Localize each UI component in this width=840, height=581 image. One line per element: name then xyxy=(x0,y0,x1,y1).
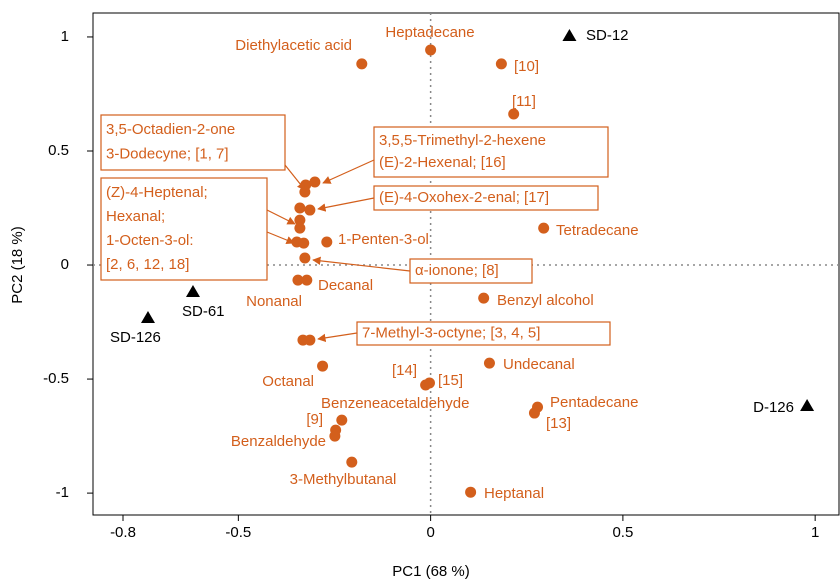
compound-point xyxy=(294,202,306,214)
point-label: Pentadecane xyxy=(550,394,638,411)
point-label: Benzaldehyde xyxy=(231,433,326,450)
annotation-box xyxy=(373,185,599,211)
sample-point xyxy=(800,398,815,411)
point-label: Octanal xyxy=(262,373,314,390)
compound-point xyxy=(495,58,507,70)
point-label: SD-126 xyxy=(110,329,161,346)
compound-point xyxy=(294,222,306,234)
compound-point xyxy=(294,214,306,226)
compound-point xyxy=(346,456,358,468)
point-label: Undecanal xyxy=(503,356,575,373)
annotation-text: Hexanal; xyxy=(106,208,165,225)
compound-point xyxy=(336,414,348,426)
annotation-text: 3,5,5-Trimethyl-2-hexene xyxy=(379,132,546,149)
annotation-text: [2, 6, 12, 18] xyxy=(106,256,189,273)
compound-point xyxy=(309,176,321,188)
x-tick-label: 1 xyxy=(811,524,819,541)
compound-point xyxy=(299,186,311,198)
compound-point xyxy=(304,334,316,346)
point-label: [13] xyxy=(546,415,571,432)
point-label: SD-12 xyxy=(586,27,629,44)
point-label: Benzyl alcohol xyxy=(497,292,594,309)
point-label: Benzeneacetaldehyde xyxy=(321,395,469,412)
compound-point xyxy=(483,357,495,369)
point-label: [15] xyxy=(438,372,463,389)
compound-point xyxy=(304,204,316,216)
y-axis-label: PC2 (18 %) xyxy=(9,226,26,304)
compound-point xyxy=(538,222,550,234)
annotation-text: α-ionone; [8] xyxy=(415,262,499,279)
compound-point xyxy=(317,360,329,372)
y-tick-label: -1 xyxy=(56,484,69,501)
annotation-text: (E)-4-Oxohex-2-enal; [17] xyxy=(379,189,549,206)
annotation-text: 1-Octen-3-ol: xyxy=(106,232,194,249)
compound-point xyxy=(528,407,540,419)
annotation-arrow xyxy=(284,164,306,191)
annotation-text: (E)-2-Hexenal; [16] xyxy=(379,154,506,171)
sample-point xyxy=(562,29,577,42)
compound-point xyxy=(329,430,341,442)
point-label: Nonanal xyxy=(246,293,302,310)
y-tick-label: 0 xyxy=(61,256,69,273)
compound-point xyxy=(465,486,477,498)
y-tick-label: -0.5 xyxy=(43,370,69,387)
annotation-box xyxy=(100,114,286,171)
annotation-arrow xyxy=(266,231,295,245)
x-tick-label: 0 xyxy=(426,524,434,541)
point-label: 1-Penten-3-ol xyxy=(338,231,429,248)
compound-point xyxy=(478,292,490,304)
annotation-box xyxy=(373,126,609,178)
point-label: Diethylacetic acid xyxy=(235,37,352,54)
annotation-arrow xyxy=(322,159,375,184)
point-label: [14] xyxy=(392,362,417,379)
annotation-arrow xyxy=(317,332,358,343)
compound-point xyxy=(298,237,310,249)
sample-point xyxy=(185,284,200,297)
point-label: Tetradecane xyxy=(556,222,639,239)
point-label: Heptanal xyxy=(484,485,544,502)
annotation-arrow xyxy=(312,256,411,272)
annotation-text: 7-Methyl-3-octyne; [3, 4, 5] xyxy=(362,324,540,341)
annotation-box xyxy=(409,258,533,284)
annotation-arrow xyxy=(317,197,375,212)
y-tick-label: 1 xyxy=(61,28,69,45)
x-tick-label: -0.8 xyxy=(110,524,136,541)
annotation-text: (Z)-4-Heptenal; xyxy=(106,184,208,201)
compound-point xyxy=(508,108,520,120)
compound-point xyxy=(423,377,435,389)
point-label: Decanal xyxy=(318,277,373,294)
point-label: [11] xyxy=(512,93,536,110)
annotation-text: 3,5-Octadien-2-one xyxy=(106,121,235,138)
annotation-text: 3-Dodecyne; [1, 7] xyxy=(106,146,229,163)
compound-point xyxy=(301,274,313,286)
point-label: [10] xyxy=(514,58,539,75)
x-axis-label: PC1 (68 %) xyxy=(392,563,470,580)
point-label: 3-Methylbutanal xyxy=(290,471,397,488)
annotation-arrow xyxy=(266,209,296,225)
compound-point xyxy=(299,252,311,264)
point-label: Heptadecane xyxy=(385,24,474,41)
compound-point xyxy=(292,274,304,286)
compound-point xyxy=(425,44,437,56)
x-tick-label: -0.5 xyxy=(225,524,251,541)
y-tick-label: 0.5 xyxy=(48,142,69,159)
point-label: D-126 xyxy=(753,399,794,416)
compound-point xyxy=(321,236,333,248)
point-label: [9] xyxy=(306,411,323,428)
plot-frame xyxy=(92,12,840,516)
point-label: SD-61 xyxy=(182,303,225,320)
x-tick-label: 0.5 xyxy=(612,524,633,541)
compound-point xyxy=(356,58,368,70)
annotation-box xyxy=(100,177,268,281)
sample-point xyxy=(140,310,155,323)
